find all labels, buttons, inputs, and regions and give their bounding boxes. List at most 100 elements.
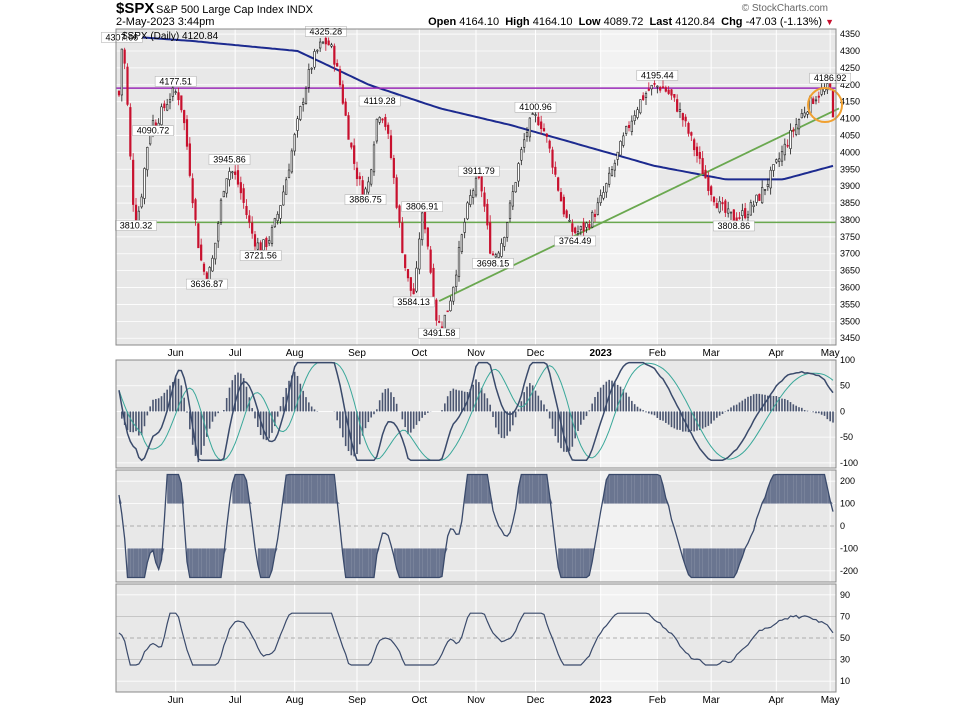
candle-body	[358, 176, 361, 180]
panel-border	[115, 469, 837, 583]
macd-histogram-bar	[486, 398, 489, 412]
rsi-tick-label: 30	[840, 655, 850, 665]
cci-fill-oversold	[561, 548, 564, 578]
cci-fill-oversold	[345, 548, 349, 578]
macd-histogram-bar	[265, 411, 268, 441]
candle-body	[673, 94, 676, 98]
macd-histogram-bar	[157, 398, 160, 412]
candle-body	[316, 49, 319, 52]
macd-histogram-bar	[356, 411, 358, 455]
cci-fill-overbought	[782, 474, 785, 504]
candle-body	[721, 202, 724, 205]
candle-body	[449, 300, 452, 312]
candle-body	[644, 93, 648, 98]
cci-fill-overbought	[643, 474, 646, 504]
cci-fill-overbought	[303, 474, 306, 504]
cci-fill-overbought	[300, 474, 304, 504]
candle-body	[129, 107, 132, 157]
candle-body	[746, 214, 750, 218]
y-tick-label: 3650	[840, 266, 860, 276]
macd-histogram-bar	[653, 411, 656, 416]
candle-body	[608, 172, 611, 185]
candle-body	[228, 171, 231, 181]
x-tick-label: May	[821, 695, 840, 706]
candle-body	[545, 133, 548, 137]
cci-fill-overbought	[243, 474, 247, 504]
macd-histogram-bar	[801, 407, 803, 412]
candle-body	[398, 205, 401, 223]
price-label: 4325.28	[310, 26, 343, 36]
macd-histogram-bar	[503, 411, 506, 439]
candle-body	[797, 119, 801, 130]
macd-histogram-bar	[359, 411, 361, 445]
cci-fill-overbought	[529, 474, 533, 504]
macd-histogram-bar	[268, 411, 270, 439]
macd-histogram-bar	[299, 383, 302, 412]
candle-body	[574, 227, 577, 234]
macd-histogram-bar	[616, 384, 619, 412]
cci-fill-oversold	[209, 548, 213, 578]
candle-body	[744, 208, 747, 219]
cci-fill-oversold	[144, 548, 148, 578]
cci-fill-oversold	[266, 548, 270, 578]
candle-body	[123, 49, 126, 64]
price-label: 3491.58	[423, 328, 456, 338]
macd-histogram-bar	[747, 396, 749, 412]
cci-fill-overbought	[824, 474, 828, 504]
high-value: 4164.10	[532, 16, 573, 28]
price-label: 3808.86	[718, 221, 751, 231]
macd-histogram-bar	[699, 411, 701, 431]
candle-body	[287, 169, 291, 179]
y-tick-label: 4000	[840, 147, 860, 157]
macd-histogram-bar	[599, 387, 602, 412]
cci-fill-oversold	[357, 548, 360, 578]
macd-histogram-bar	[342, 411, 344, 438]
x-tick-label: 2023	[590, 695, 613, 706]
cci-fill-oversold	[371, 548, 374, 578]
price-label-box	[239, 250, 282, 261]
cci-fill-oversold	[589, 548, 593, 576]
candle-body	[375, 118, 378, 142]
macd-histogram-bar	[393, 397, 395, 412]
cci-tick-label: -100	[840, 543, 858, 553]
security-name-text: S&P 500 Large Cap Index	[156, 4, 284, 16]
macd-histogram-bar	[744, 398, 746, 412]
macd-histogram-bar	[531, 385, 534, 412]
cci-fill-oversold	[416, 548, 420, 578]
macd-histogram-bar	[149, 406, 151, 412]
candle-body	[168, 99, 172, 103]
macd-histogram-bar	[461, 390, 463, 412]
candle-body	[780, 151, 784, 162]
macd-histogram-bar	[412, 411, 415, 429]
cci-fill-oversold	[566, 548, 570, 578]
macd-histogram-bar	[251, 408, 253, 412]
x-tick-label: Jun	[168, 348, 184, 359]
x-tick-label: Aug	[286, 348, 304, 359]
macd-histogram-bar	[778, 397, 780, 412]
cci-fill-oversold	[351, 548, 355, 578]
macd-tick-label: -100	[840, 458, 858, 468]
price-label: 3584.13	[397, 297, 430, 307]
moving-average-line	[118, 34, 834, 181]
cci-fill-overbought	[816, 474, 819, 504]
macd-histogram-bar	[480, 387, 483, 412]
macd-histogram-bar	[577, 411, 579, 431]
candle-body	[361, 180, 364, 196]
cci-fill-oversold	[694, 548, 697, 578]
candle-body	[160, 106, 163, 126]
macd-histogram-bar	[741, 400, 744, 412]
macd-histogram-bar	[585, 411, 588, 417]
cci-fill-overbought	[527, 474, 530, 504]
macd-histogram-bar	[463, 391, 466, 412]
candle-body	[412, 288, 415, 295]
cci-fill-overbought	[317, 474, 321, 504]
cci-fill-overbought	[620, 474, 624, 504]
macd-histogram-bar	[679, 411, 681, 430]
macd-histogram-bar	[665, 411, 667, 423]
price-label-box	[132, 125, 174, 136]
candle-body	[395, 177, 398, 208]
x-tick-label: Aug	[286, 695, 304, 706]
cci-fill-overbought	[813, 474, 816, 504]
last-label: Last	[649, 16, 673, 28]
candle-body	[474, 177, 478, 196]
